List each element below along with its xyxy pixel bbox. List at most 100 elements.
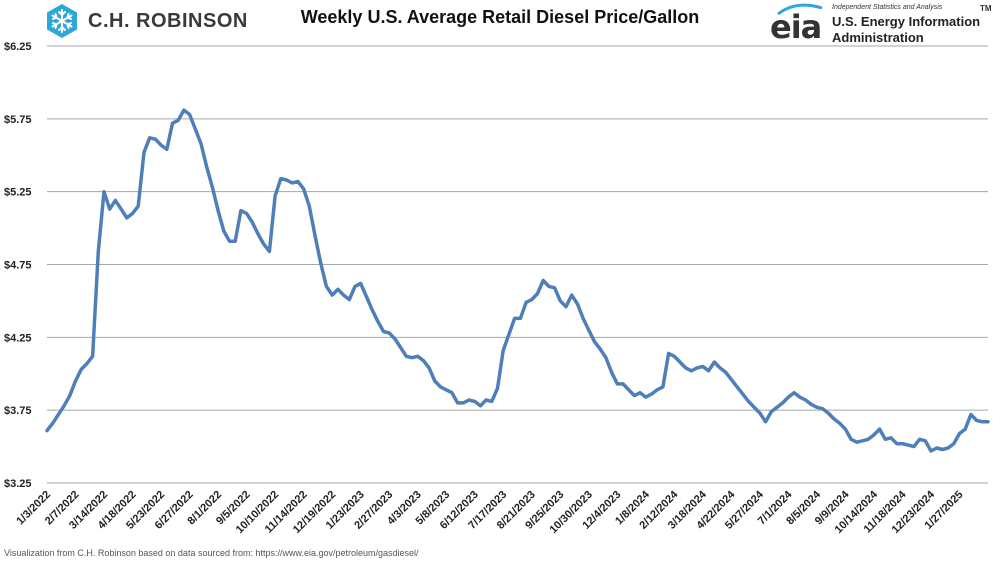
data-point [159,143,163,147]
data-point [410,356,414,359]
y-tick-label: $4.25 [4,332,32,344]
data-point [439,385,442,389]
data-point [119,207,123,211]
data-point [102,190,106,193]
data-point [627,388,630,391]
data-point [946,446,950,450]
data-point [462,401,465,405]
data-point [621,382,625,386]
data-point [787,395,790,399]
data-point [849,438,853,441]
data-point [91,355,94,358]
data-point [239,209,243,212]
data-point [51,422,54,425]
data-point [296,180,300,183]
data-point [673,355,676,358]
data-point [559,299,562,303]
data-point [695,366,699,370]
data-point [564,305,568,308]
data-point [319,261,322,265]
data-point [753,406,756,409]
data-point [581,317,585,320]
data-point [365,295,368,298]
data-point [633,394,636,397]
data-point [747,400,750,403]
data-point [199,142,203,145]
data-point [405,355,408,358]
data-point [884,438,887,441]
data-point [80,368,83,371]
eia-mark: eia [770,8,822,46]
data-point [707,369,710,372]
data-point [981,420,984,423]
source-note: Visualization from C.H. Robinson based o… [4,548,419,558]
data-point [342,293,345,297]
data-point [661,385,665,389]
eia-tagline: Independent Statistics and Analysis [832,4,943,11]
data-point [507,333,511,336]
data-point [832,417,836,421]
data-point [376,320,379,323]
data-point [718,366,722,370]
chr-brand-name: C.H. ROBINSON [88,9,248,32]
data-point [912,445,916,448]
data-point [827,411,830,415]
eia-logo-icon [777,3,823,16]
data-point [610,371,613,374]
data-point [889,436,893,439]
data-point [125,216,128,220]
data-point [684,366,687,370]
y-tick-label: $3.75 [4,405,32,417]
data-point [302,187,305,190]
eia-logo: eia Independent Statistics and Analysis … [770,2,996,46]
data-point [502,349,505,352]
data-point [313,234,317,237]
data-point [325,285,328,288]
data-point [205,165,208,169]
data-point [524,301,528,304]
data-point [724,371,727,374]
data-point [941,448,944,451]
data-point [542,279,545,282]
y-tick-label: $3.25 [4,478,32,490]
data-point [97,250,100,253]
data-point [336,288,340,291]
data-point [388,331,391,335]
data-point [268,250,271,253]
chr-logo: C.H. ROBINSON [44,3,248,39]
data-point [804,398,807,402]
data-point [382,330,385,333]
data-point [370,308,374,311]
data-point [57,413,60,416]
data-point [952,442,955,445]
data-point [958,432,961,435]
data-point [114,199,117,202]
data-point [131,212,134,215]
eia-name-line1: U.S. Energy Information [832,14,981,29]
data-point [331,293,334,297]
data-point [907,443,910,447]
data-point [194,127,197,131]
data-point [148,136,151,139]
data-point [969,413,973,416]
data-point [810,403,813,406]
header: C.H. ROBINSON Weekly U.S. Average Retail… [0,0,1000,48]
data-point [964,427,967,431]
y-tick-label: $5.75 [4,114,32,126]
data-point [256,232,260,236]
data-point [690,369,693,372]
data-point [901,442,904,445]
y-tick-label: $4.75 [4,260,32,272]
data-point [228,240,231,243]
data-point [285,178,288,182]
data-point [479,404,482,407]
data-point [171,122,174,125]
eia-trademark: TM [980,4,992,13]
data-point [234,240,237,243]
data-point [273,194,277,198]
chr-snowflake-logo-icon [47,4,77,38]
data-point [216,209,220,212]
data-point [713,360,716,364]
data-point [62,404,66,407]
data-point [513,317,516,320]
